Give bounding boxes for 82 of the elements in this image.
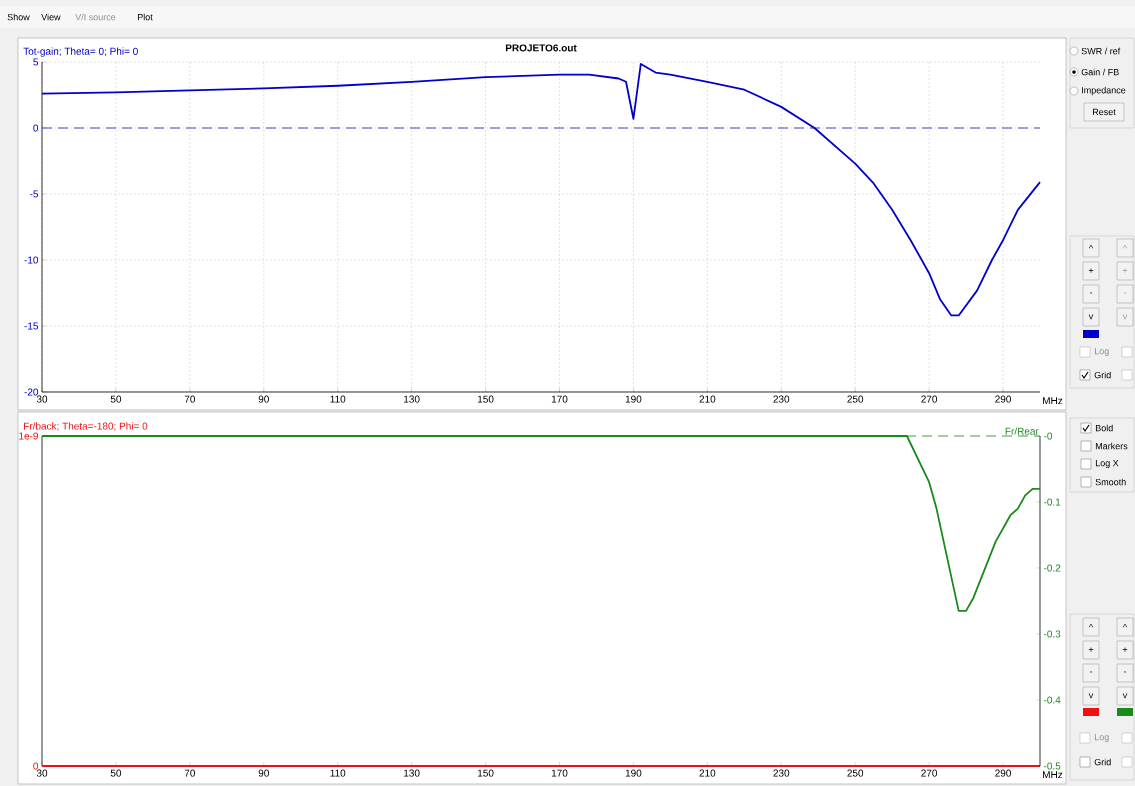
text: Log [1094,347,1109,357]
text: View [41,13,61,21]
x-tick-label: 170 [551,769,568,777]
x-tick-label: 210 [699,395,716,403]
text: - [1089,671,1093,673]
x-tick-label: 70 [184,395,196,403]
text: Reset [1092,108,1116,116]
x-axis-title: MHz [1043,397,1063,405]
text: Grid [1094,371,1111,379]
text: SWR / ref [1081,47,1121,55]
text: ^ [1088,244,1094,249]
x-tick-label: 50 [110,769,122,777]
text: Log X [1095,459,1119,469]
x-tick-label: 290 [995,769,1011,777]
text: ^ [1122,244,1128,249]
text: ^ [1122,623,1128,628]
x-tick-label: 230 [773,395,790,403]
line-series [41,63,1041,317]
text: Smooth [1095,478,1126,486]
text: - [1123,671,1127,673]
y-axis-title: Tot-gain; Theta= 0; Phi= 0 [23,47,138,57]
y-axis-title: Fr/back; Theta=-180; Phi= 0 [24,422,148,431]
x-tick-label: 170 [551,395,568,403]
x-tick-label: 270 [921,769,938,777]
y-tick-label: 0 [33,762,39,770]
x-tick-label: 290 [995,395,1011,403]
text: Show [7,13,30,21]
line-series [41,435,1041,612]
text: + [1088,268,1094,273]
x-tick-label: 30 [36,769,48,777]
text: - [1089,292,1093,294]
x-tick-label: 250 [847,395,864,403]
chart-title: PROJETO6.out [505,44,577,52]
y2-axis-title: Fr/Rear [1005,427,1039,435]
y2-tick-label: -0.5 [1043,762,1061,770]
x-tick-label: 150 [477,769,494,777]
x-tick-label: 270 [921,395,938,403]
x-tick-label: 130 [404,395,420,403]
text: v [1122,693,1128,699]
x-tick-label: 70 [184,769,196,777]
y-tick-label: -10 [24,256,39,264]
y2-tick-label: -0.1 [1043,498,1061,506]
x-tick-label: 230 [773,769,790,777]
text: + [1122,647,1128,652]
y-tick-label: -5 [30,190,39,198]
y-tick-label: 0 [33,124,39,132]
text: v [1122,314,1128,320]
text: v [1088,314,1094,320]
x-tick-label: 90 [258,395,269,403]
x-tick-label: 190 [625,395,642,403]
x-tick-label: 30 [36,395,48,403]
y-tick-label: 1e-9 [19,432,39,440]
y2-tick-label: -0 [1043,432,1053,440]
x-axis-title: MHz [1043,771,1063,779]
text: ^ [1088,623,1094,628]
y-tick-label: -20 [24,388,39,396]
text: Impedance [1082,86,1126,96]
y2-tick-label: -0.2 [1043,564,1061,572]
text: + [1088,647,1094,652]
y2-tick-label: -0.4 [1043,696,1061,704]
text: Bold [1095,424,1113,432]
text: - [1123,292,1127,294]
text: v [1088,693,1094,699]
x-tick-label: 90 [258,769,269,777]
text: Grid [1094,758,1111,766]
x-tick-label: 110 [330,395,346,403]
x-tick-label: 250 [847,769,864,777]
x-tick-label: 130 [404,769,420,777]
text: Plot [137,13,153,21]
text: Markers [1095,442,1128,450]
x-tick-label: 50 [110,395,122,403]
text: + [1122,268,1128,273]
y-tick-label: -15 [24,322,39,330]
x-tick-label: 210 [699,769,716,777]
x-tick-label: 190 [625,769,642,777]
x-tick-label: 110 [330,769,346,777]
text: Log [1094,733,1109,743]
text: V/I source [75,13,116,21]
text: Gain / FB [1081,68,1119,76]
y2-tick-label: -0.3 [1043,630,1061,638]
y-tick-label: 5 [33,58,39,66]
x-tick-label: 150 [477,395,494,403]
